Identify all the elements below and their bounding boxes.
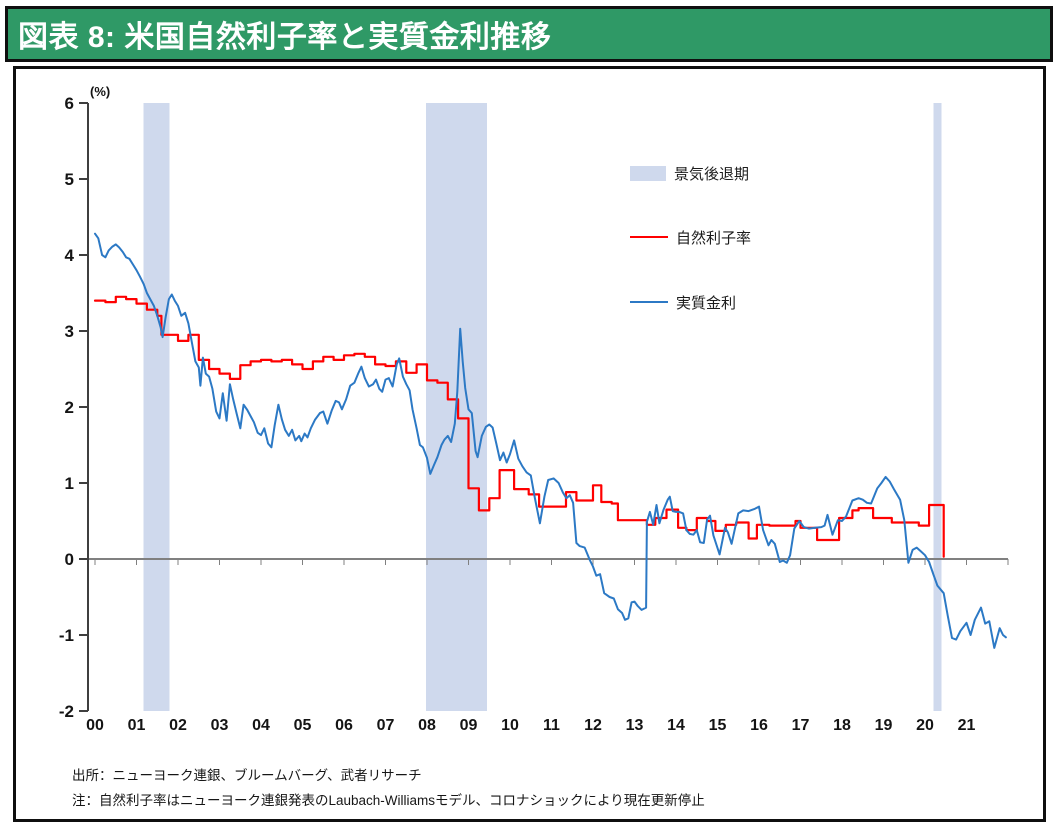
x-axis-label: 13 xyxy=(626,717,644,734)
real-rate-line xyxy=(94,232,1007,649)
x-axis-label: 18 xyxy=(833,717,851,734)
real-rate-line-sample-icon xyxy=(630,301,668,303)
x-axis-label: 00 xyxy=(86,717,104,734)
y-axis-label: -1 xyxy=(59,626,74,645)
x-axis-label: 09 xyxy=(460,717,478,734)
title-bar: 図表 8: 米国自然利子率と実質金利推移 xyxy=(5,6,1053,62)
x-axis-label: 16 xyxy=(750,717,768,734)
x-axis-label: 03 xyxy=(211,717,229,734)
y-axis-label: 1 xyxy=(65,474,74,493)
y-axis-unit-label: (%) xyxy=(90,84,110,99)
y-axis-label: 4 xyxy=(65,246,75,265)
x-axis-label: 02 xyxy=(169,717,187,734)
x-axis-label: 04 xyxy=(252,717,270,734)
x-axis-label: 19 xyxy=(875,717,893,734)
chart-box xyxy=(13,66,1046,822)
x-axis-label: 06 xyxy=(335,717,353,734)
legend-label-natural-rate: 自然利子率 xyxy=(676,229,752,247)
footnotes: 出所：ニューヨーク連銀、ブルームバーグ、武者リサーチ 注：自然利子率はニューヨー… xyxy=(72,763,705,813)
y-axis-label: 3 xyxy=(65,322,74,341)
x-axis-label: 05 xyxy=(294,717,312,734)
recession-band xyxy=(143,103,170,711)
x-axis-label: 15 xyxy=(709,717,727,734)
x-axis-label: 10 xyxy=(501,717,519,734)
legend-label-recession: 景気後退期 xyxy=(674,165,750,183)
recession-band xyxy=(933,103,942,711)
natural-rate-line-sample-icon xyxy=(630,236,668,238)
x-axis-label: 20 xyxy=(916,717,934,734)
recession-band-swatch-icon xyxy=(630,165,666,181)
x-axis-label: 01 xyxy=(128,717,146,734)
x-axis-label: 17 xyxy=(792,717,810,734)
x-axis-label: 12 xyxy=(584,717,602,734)
natural-rate-line xyxy=(93,295,945,558)
y-axis-label: 6 xyxy=(65,94,74,113)
y-axis-label: 0 xyxy=(65,550,74,569)
x-axis-label: 14 xyxy=(667,717,685,734)
model-note: 注：自然利子率はニューヨーク連銀発表のLaubach-Williamsモデル、コ… xyxy=(72,793,705,808)
source-note: 出所：ニューヨーク連銀、ブルームバーグ、武者リサーチ xyxy=(72,768,422,783)
x-axis-label: 07 xyxy=(377,717,395,734)
legend-item-real-rate: 実質金利 xyxy=(630,293,737,312)
x-axis-label: 11 xyxy=(543,717,560,734)
y-axis-label: 2 xyxy=(65,398,74,417)
x-axis-label: 08 xyxy=(418,717,436,734)
y-axis-label: -2 xyxy=(59,702,74,721)
legend-label-real-rate: 実質金利 xyxy=(676,294,737,312)
figure-title: 図表 8: 米国自然利子率と実質金利推移 xyxy=(18,21,552,54)
legend-item-natural-rate: 自然利子率 xyxy=(630,228,752,247)
y-axis-label: 5 xyxy=(65,170,74,189)
legend-item-recession: 景気後退期 xyxy=(630,164,750,183)
x-axis-label: 21 xyxy=(958,717,976,734)
